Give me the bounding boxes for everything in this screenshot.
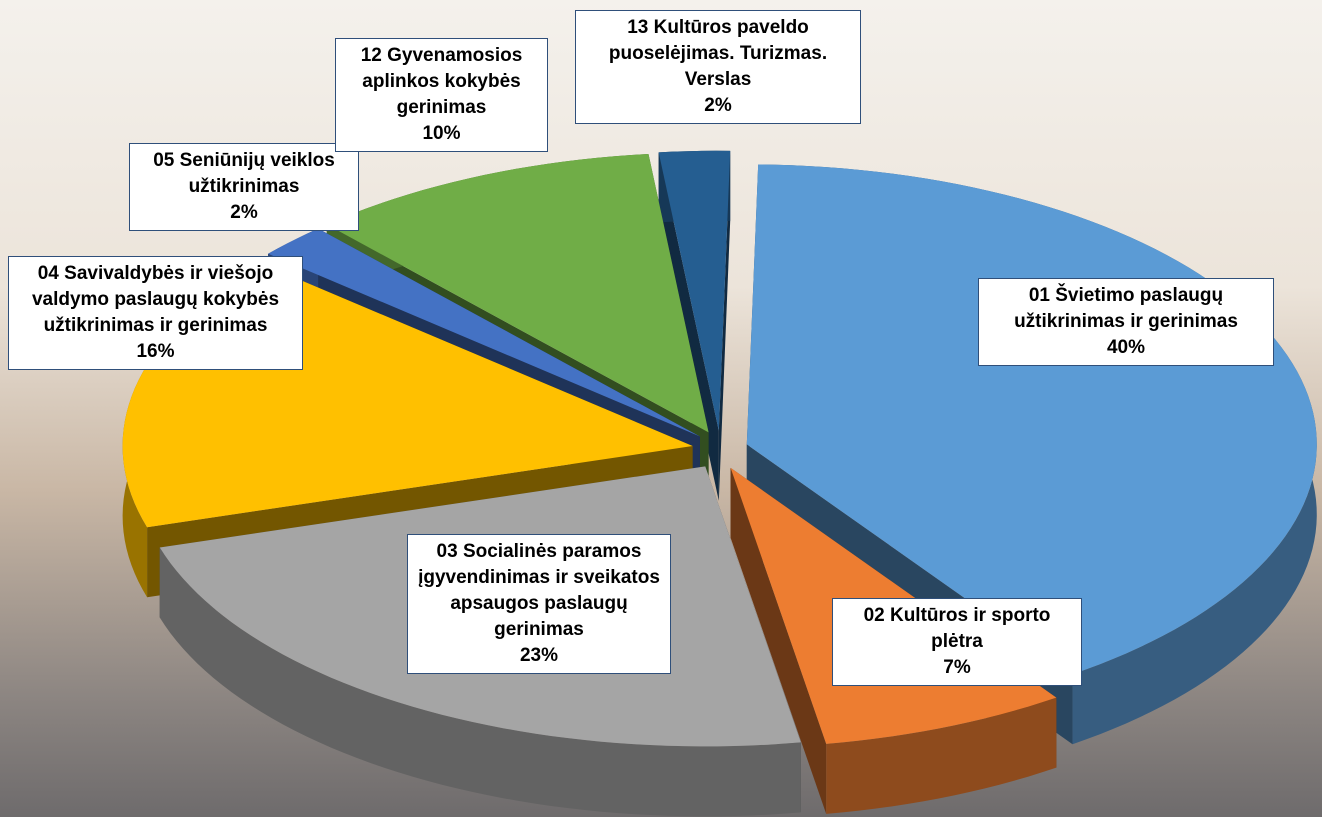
slice-wall [826, 697, 1057, 814]
category-label: 05 Seniūnijų veiklos užtikrinimas [153, 150, 335, 197]
category-label: 01 Švietimo paslaugų užtikrinimas ir ger… [1014, 285, 1238, 332]
data-label: 04 Savivaldybės ir viešojo valdymo pasla… [8, 256, 303, 370]
slice-top [268, 228, 700, 437]
value-label: 40% [1106, 337, 1146, 358]
slice-top [326, 153, 709, 433]
category-label: 13 Kultūros paveldo puoselėjimas. Turizm… [608, 17, 828, 90]
value-label: 2% [230, 202, 258, 223]
category-label: 02 Kultūros ir sporto plėtra [863, 605, 1051, 652]
data-label: 03 Socialinės paramos įgyvendinimas ir s… [407, 534, 671, 674]
value-label: 2% [704, 95, 732, 116]
value-label: 23% [519, 645, 559, 666]
category-label: 12 Gyvenamosios aplinkos kokybės gerinim… [360, 45, 523, 118]
data-label: 01 Švietimo paslaugų užtikrinimas ir ger… [978, 278, 1274, 366]
data-label: 12 Gyvenamosios aplinkos kokybės gerinim… [335, 38, 548, 152]
data-label: 05 Seniūnijų veiklos užtikrinimas 2% [129, 143, 359, 231]
slice-top [658, 150, 731, 431]
data-label: 13 Kultūros paveldo puoselėjimas. Turizm… [575, 10, 861, 124]
slice-side [718, 150, 731, 501]
slice-wall [159, 547, 801, 817]
value-label: 7% [943, 657, 971, 678]
value-label: 10% [422, 123, 461, 144]
category-label: 03 Socialinės paramos įgyvendinimas ir s… [418, 541, 660, 640]
data-label: 02 Kultūros ir sporto plėtra 7% [832, 598, 1082, 686]
slice-side [730, 467, 827, 814]
value-label: 16% [136, 341, 175, 362]
category-label: 04 Savivaldybės ir viešojo valdymo pasla… [31, 263, 280, 336]
